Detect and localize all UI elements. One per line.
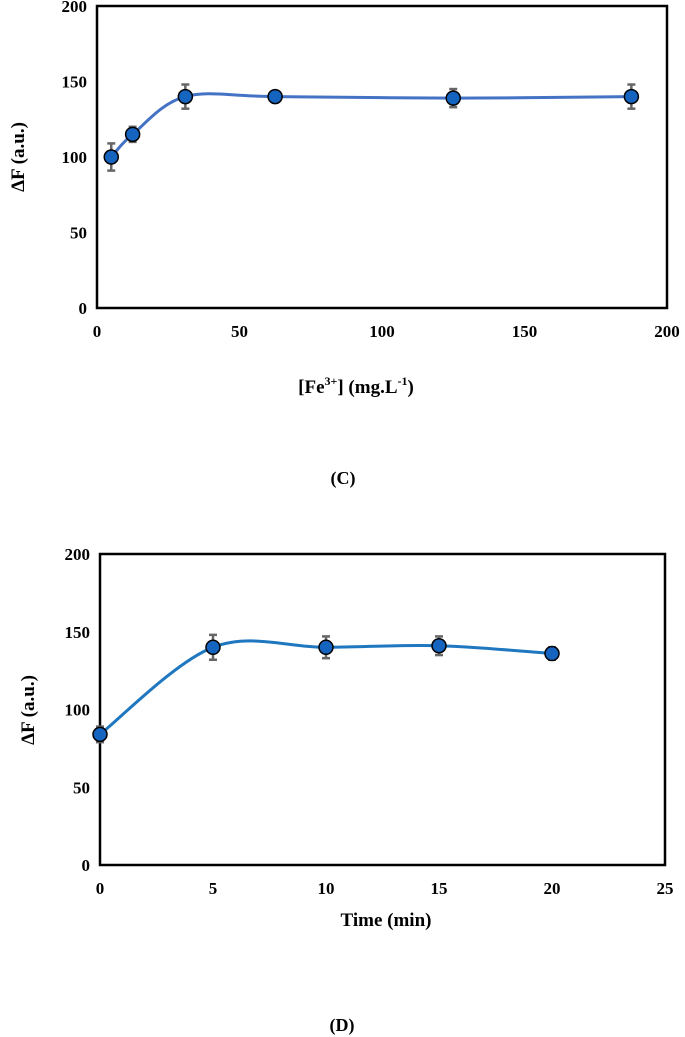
panel-label-d: (D) (330, 1015, 355, 1036)
y-tick-label-c-2: 100 (62, 148, 88, 167)
y-tick-label-c-4: 200 (62, 0, 88, 16)
x-tick-label-d-3: 15 (431, 879, 448, 898)
x-tick-label-d-0: 0 (96, 879, 105, 898)
x-tick-label-c-0: 0 (93, 322, 102, 341)
x-axis-title-c-part1: [Fe (298, 377, 324, 398)
data-point-d-2 (318, 639, 334, 656)
tick-labels-d: 0 50 100 150 200 0 5 10 15 20 25 (65, 545, 674, 898)
y-axis-title-c: ΔF (a.u.) (8, 122, 29, 192)
x-axis-title-c-part3: ) (408, 377, 414, 398)
data-point-c-2 (177, 88, 194, 105)
y-tick-label-c-0: 0 (79, 299, 88, 318)
x-tick-label-c-2: 100 (369, 322, 395, 341)
plot-frame-d (98, 552, 667, 867)
data-point-c-0 (103, 149, 119, 165)
x-tick-label-c-4: 200 (654, 322, 680, 341)
x-axis-title-c-sup1: 3+ (325, 374, 338, 388)
x-tick-label-d-2: 10 (318, 879, 335, 898)
panel-d: 0 50 100 150 200 0 5 10 15 20 25 ΔF (a.u.) Time (m… (18, 545, 674, 1036)
x-axis-title-c: [Fe3+] (mg.L-1) (298, 374, 414, 398)
data-point-d-4 (544, 645, 560, 662)
data-marks-c (103, 83, 640, 172)
plot-frame-c (95, 4, 669, 310)
data-point-c-1 (124, 126, 141, 143)
data-point-c-3 (267, 88, 283, 105)
y-tick-label-c-1: 50 (70, 224, 87, 243)
panel-c: 0 50 100 150 200 0 50 100 150 200 ΔF (a.u.) [Fe3+… (8, 0, 680, 489)
y-tick-label-d-0: 0 (82, 856, 91, 875)
x-tick-label-d-5: 25 (657, 879, 674, 898)
y-tick-label-d-3: 150 (65, 623, 91, 642)
data-point-c-4 (445, 90, 461, 106)
data-point-d-1 (205, 639, 221, 656)
x-tick-label-d-1: 5 (209, 879, 218, 898)
y-tick-label-d-1: 50 (73, 778, 90, 797)
x-tick-label-c-1: 50 (231, 322, 248, 341)
data-marks-d (92, 633, 560, 744)
x-axis-title-c-sup2: -1 (398, 374, 408, 388)
x-axis-title-c-part2: ] (mg.L (337, 377, 397, 398)
panel-label-c: (C) (331, 468, 356, 489)
data-point-c-5 (623, 88, 640, 105)
tick-labels-c: 0 50 100 150 200 0 50 100 150 200 (62, 0, 680, 341)
y-tick-label-c-3: 150 (62, 73, 88, 92)
data-point-d-3 (431, 637, 447, 654)
y-axis-title-d: ΔF (a.u.) (18, 675, 39, 745)
x-tick-label-c-3: 150 (512, 322, 538, 341)
data-point-d-0 (92, 726, 108, 743)
y-tick-label-d-4: 200 (65, 545, 91, 564)
x-axis-title-d: Time (min) (341, 910, 432, 931)
y-tick-label-d-2: 100 (65, 701, 91, 720)
x-tick-label-d-4: 20 (544, 879, 561, 898)
